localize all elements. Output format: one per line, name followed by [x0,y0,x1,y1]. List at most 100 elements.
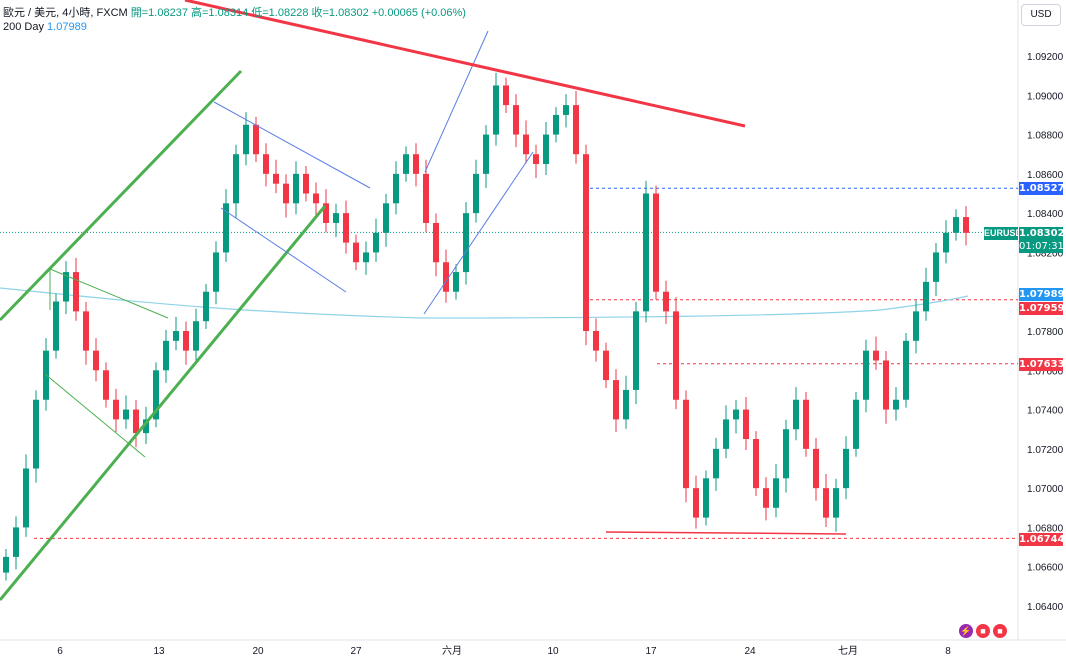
candle-body [533,154,539,165]
candle-body [293,173,299,204]
x-tick-label: 13 [153,646,165,657]
indicator-label: 200 Day [3,21,44,33]
symbol-tag: EURUSD [984,227,1023,240]
candle-body [443,262,449,292]
x-tick-label: 七月 [838,645,858,657]
change-value: +0.00065 (+0.06%) [371,7,466,19]
y-tick-label: 1.07000 [1027,484,1064,495]
candle-body [253,124,259,155]
channel-blue-lower [220,207,347,293]
low-value: 低=1.08228 [251,7,309,19]
candle-body [263,154,269,174]
candle-body [83,311,89,351]
candle-body [783,429,789,479]
x-tick-label: 8 [945,646,951,657]
candle-body [403,154,409,174]
candle-body [143,419,149,434]
x-tick-label: 10 [547,646,559,657]
candle-body [743,409,749,440]
symbol-name[interactable]: 歐元 / 美元, 4小時, FXCM [3,7,128,19]
candle-body [383,203,389,233]
candle-body [623,389,629,420]
candle-body [763,488,769,508]
trend-line-red [184,0,746,128]
candle-body [563,105,569,115]
candle-body [283,183,289,204]
trend-line-green-upper [0,69,243,322]
y-tick-label: 1.07600 [1027,366,1064,377]
candle-body [863,350,869,400]
event-icons[interactable]: ⚡ ■ ■ [959,621,1010,639]
x-tick-label: 六月 [442,645,462,657]
x-tick-label: 20 [252,646,264,657]
candle-body [513,105,519,135]
candle-body [833,488,839,518]
candle-body [223,203,229,253]
candle-body [803,399,809,449]
close-value: 收=1.08302 [311,7,369,19]
candle-body [683,399,689,489]
x-tick-label: 6 [57,646,63,657]
candle-body [733,409,739,420]
candle-body [363,252,369,263]
y-tick-label: 1.06600 [1027,563,1064,574]
indicator-legend[interactable]: 200 Day 1.07989 [3,21,87,33]
candle-body [943,232,949,253]
flash-icon[interactable]: ⚡ [959,624,973,638]
candle-body [573,105,579,155]
candle-body [393,173,399,204]
candle-body [153,370,159,420]
candle-body [933,252,939,282]
candle-body [643,193,649,312]
candle-body [693,488,699,518]
level-red1-tag: 1.07959 [1019,302,1065,315]
candle-body [63,272,69,302]
candle-body [203,291,209,322]
candle-body [103,370,109,400]
candle-body [653,193,659,292]
candle-body [463,213,469,273]
candle-body [333,213,339,223]
us-flag-icon[interactable]: ■ [976,624,990,638]
y-tick-label: 1.07400 [1027,406,1064,417]
candle-body [953,217,959,233]
candle-body [613,380,619,420]
candle-body [883,360,889,410]
candle-body [423,173,429,223]
candle-body [893,399,899,410]
y-tick-label: 1.07200 [1027,445,1064,456]
candle-body [593,331,599,351]
candle-body [173,331,179,341]
candle-body [813,448,819,489]
candle-body [713,448,719,479]
candle-body [3,556,9,573]
candle-body [23,468,29,528]
us-flag-icon-2[interactable]: ■ [993,624,1007,638]
candle-body [723,419,729,449]
symbol-header: 歐元 / 美元, 4小時, FXCM 開=1.08237 高=1.08314 低… [3,4,466,20]
channel-blue-upper [213,101,371,189]
candle-body [93,350,99,371]
candle-body [353,242,359,263]
channel-blue-asc-upper [424,30,489,173]
currency-button[interactable]: USD [1021,4,1061,26]
y-tick-label: 1.06800 [1027,523,1064,534]
candle-body [963,217,969,233]
candle-body [213,252,219,292]
candle-body [523,134,529,155]
flag-line-2 [44,373,146,458]
candle-body [33,399,39,469]
flag-line-1 [49,268,169,319]
open-value: 開=1.08237 [130,7,188,19]
x-tick-label: 17 [645,646,657,657]
candle-body [453,272,459,292]
candle-body [233,154,239,204]
y-tick-label: 1.08600 [1027,170,1064,181]
candle-body [903,340,909,400]
support-line-red [605,531,847,535]
candle-body [413,154,419,174]
candle-body [673,311,679,400]
candle-body [313,193,319,204]
candle-body [603,350,609,381]
